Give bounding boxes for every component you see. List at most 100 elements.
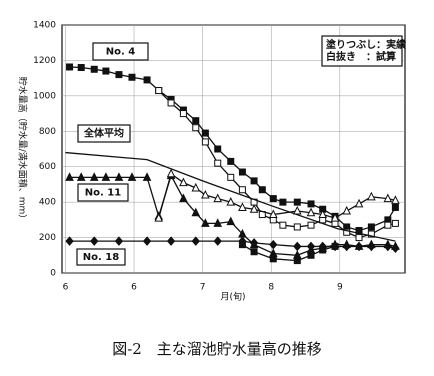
y-tick-label: 1200 (33, 56, 56, 66)
marker (76, 172, 86, 181)
marker (258, 186, 266, 194)
legend-box (321, 35, 403, 67)
marker (367, 241, 376, 252)
marker (201, 218, 210, 227)
series-line (69, 66, 396, 232)
marker (306, 241, 316, 252)
marker (213, 236, 222, 246)
marker (306, 207, 316, 217)
marker (227, 173, 235, 181)
y-tick-label: 600 (39, 162, 56, 172)
marker (331, 242, 339, 250)
marker (293, 223, 301, 231)
marker (391, 243, 400, 253)
marker (227, 157, 235, 165)
marker (214, 159, 222, 167)
y-tick-label: 0 (50, 269, 56, 279)
marker (201, 189, 210, 199)
marker (293, 241, 302, 252)
y-axis-label: 貯水量高（貯水量/満水面積、mm） (17, 77, 29, 224)
marker (268, 209, 278, 219)
marker (89, 172, 99, 181)
marker (214, 145, 222, 153)
marker (191, 207, 201, 217)
marker (293, 257, 301, 265)
y-tick-label: 1400 (33, 21, 56, 31)
marker (166, 168, 176, 178)
annotation: 全体平均 (83, 127, 124, 140)
y-tick-label: 1000 (33, 91, 56, 101)
x-tick-label: 9 (337, 283, 343, 293)
marker (179, 177, 188, 187)
marker (191, 182, 201, 192)
marker (191, 236, 200, 246)
marker (318, 209, 327, 219)
marker (155, 87, 163, 95)
marker (355, 234, 363, 242)
marker (391, 203, 399, 211)
marker (226, 216, 236, 226)
marker (154, 212, 164, 222)
marker (167, 99, 175, 107)
marker (101, 172, 111, 181)
marker (367, 223, 375, 231)
marker (90, 65, 98, 73)
marker (65, 172, 74, 181)
marker (319, 246, 327, 254)
marker (226, 197, 236, 206)
marker (354, 198, 364, 208)
marker (330, 212, 340, 222)
marker (250, 248, 258, 256)
marker (192, 124, 200, 132)
x-tick-label: 6 (131, 283, 137, 293)
marker (391, 195, 400, 204)
marker (102, 67, 110, 75)
marker (166, 236, 176, 246)
marker (269, 195, 277, 203)
marker (179, 110, 187, 118)
marker (127, 172, 137, 181)
marker (307, 200, 315, 208)
marker (143, 76, 151, 84)
marker (114, 172, 124, 181)
marker (128, 73, 136, 81)
marker (213, 193, 223, 203)
marker (213, 218, 223, 227)
marker (292, 205, 302, 215)
x-tick-label: 7 (200, 283, 206, 293)
marker (384, 221, 392, 229)
marker (307, 221, 315, 229)
y-tick-label: 400 (39, 198, 56, 208)
marker (238, 186, 246, 194)
marker (66, 63, 74, 71)
marker (192, 117, 200, 125)
annotation-box (76, 248, 126, 266)
annotation: No. 4 (106, 47, 136, 58)
marker (238, 202, 247, 211)
legend-note: 白抜き ：試算 (326, 50, 396, 63)
y-tick-label: 200 (39, 233, 56, 243)
marker (383, 241, 393, 252)
marker (343, 228, 351, 236)
annotation: No. 11 (85, 188, 121, 199)
x-tick-label: 6 (63, 283, 69, 293)
marker (238, 168, 246, 176)
marker (250, 177, 258, 185)
annotation-box (92, 42, 149, 61)
marker (249, 204, 259, 213)
marker (354, 241, 364, 252)
x-axis-label: 月(旬) (220, 291, 245, 303)
marker (201, 129, 209, 137)
marker (293, 198, 301, 206)
marker (114, 236, 124, 246)
marker (367, 230, 375, 238)
marker (65, 236, 74, 246)
marker (367, 191, 376, 201)
marker (238, 241, 246, 249)
legend-note: 塗りつぶし：実績 (326, 38, 406, 51)
series-line (65, 151, 396, 242)
annotation: No. 18 (83, 252, 119, 263)
marker (383, 193, 393, 203)
marker (115, 71, 123, 79)
